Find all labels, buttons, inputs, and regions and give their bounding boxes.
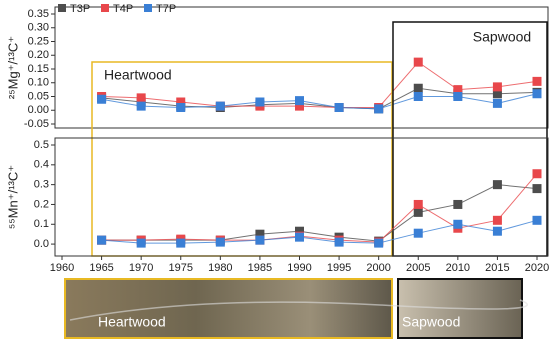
data-point (532, 215, 542, 225)
sapwood-box (392, 21, 548, 257)
data-point (532, 89, 542, 99)
series-line (101, 61, 538, 108)
y-tick-label: 0.3 (34, 179, 49, 191)
legend-swatch (58, 4, 66, 12)
data-point (532, 169, 542, 179)
data-point (255, 229, 265, 239)
data-point (453, 219, 463, 229)
x-tick-label: 2000 (366, 262, 390, 274)
data-point (334, 103, 344, 112)
y-tick-label: 0.10 (28, 77, 49, 89)
data-point (492, 82, 502, 92)
photo-label: Heartwood (98, 314, 166, 330)
y-tick-label: 0.0 (34, 238, 49, 250)
data-point (136, 101, 146, 111)
plot-frame (54, 6, 549, 129)
data-point (374, 238, 384, 248)
data-point (532, 76, 542, 86)
y-axis-label: ⁵⁵Mn⁺/¹³C⁺ (5, 165, 20, 229)
series-line (101, 93, 538, 110)
data-point (492, 89, 502, 99)
data-point (413, 83, 423, 93)
annotation: Heartwood (104, 67, 172, 83)
data-point (176, 238, 186, 248)
y-tick-label: -0.05 (24, 118, 49, 130)
wood-grain (69, 299, 528, 321)
data-point (492, 180, 502, 190)
data-point (97, 94, 107, 104)
x-tick-label: 1995 (327, 262, 351, 274)
data-point (176, 97, 186, 107)
data-point (413, 57, 423, 67)
data-point (453, 85, 463, 95)
y-tick-label: 0.4 (34, 159, 49, 171)
legend-label: T3P (70, 3, 90, 15)
photo-label: Sapwood (402, 314, 460, 330)
data-point (532, 184, 542, 194)
data-point (453, 199, 463, 209)
data-point (413, 199, 423, 209)
data-point (215, 101, 225, 111)
y-tick-label: 0.35 (28, 8, 49, 20)
data-point (413, 207, 423, 217)
data-point (295, 226, 304, 236)
data-point (413, 92, 423, 101)
y-tick-label: 0.05 (28, 90, 49, 102)
x-tick-label: 1965 (89, 262, 113, 274)
x-tick-label: 2020 (525, 262, 549, 274)
x-tick-label: 1990 (287, 262, 311, 274)
x-tick-label: 1970 (129, 262, 153, 274)
data-point (492, 98, 502, 108)
data-point (374, 104, 384, 114)
x-tick-label: 1980 (208, 262, 232, 274)
data-point (453, 92, 463, 101)
x-tick-label: 2015 (485, 262, 509, 274)
data-point (492, 215, 502, 225)
data-point (295, 101, 304, 111)
plot-frame (54, 137, 549, 257)
data-point (295, 96, 304, 106)
legend-swatch (144, 4, 152, 12)
data-point (255, 97, 265, 107)
y-axis-label: ²⁵Mg⁺/¹³C⁺ (5, 36, 20, 99)
y-tick-label: 0.25 (28, 35, 49, 47)
y-tick-label: 0.15 (28, 63, 49, 75)
x-tick-label: 1985 (248, 262, 272, 274)
legend-label: T4P (113, 3, 133, 15)
heartwood-box (91, 61, 393, 257)
data-point (136, 93, 146, 103)
series-line (101, 173, 538, 243)
data-point (176, 103, 186, 112)
y-tick-label: 0.20 (28, 49, 49, 61)
data-point (413, 228, 423, 238)
data-point (295, 232, 304, 242)
data-point (492, 226, 502, 236)
heartwood-photo (64, 278, 393, 339)
series-line (101, 219, 538, 244)
y-tick-label: 0.1 (34, 218, 49, 230)
x-tick-label: 2010 (446, 262, 470, 274)
y-tick-label: 0.00 (28, 104, 49, 116)
legend-swatch (101, 4, 109, 12)
x-tick-label: 1975 (169, 262, 193, 274)
data-point (255, 235, 265, 245)
data-point (97, 235, 107, 245)
y-tick-label: 0.2 (34, 198, 49, 210)
data-point (215, 237, 225, 247)
series-line (101, 87, 538, 110)
series-line (101, 184, 538, 242)
y-tick-label: 0.5 (34, 139, 49, 151)
data-point (334, 237, 344, 247)
x-tick-label: 2005 (406, 262, 430, 274)
legend-label: T7P (156, 3, 176, 15)
data-point (136, 238, 146, 248)
x-tick-label: 1960 (50, 262, 74, 274)
annotation: Sapwood (473, 29, 531, 45)
y-tick-label: 0.30 (28, 22, 49, 34)
